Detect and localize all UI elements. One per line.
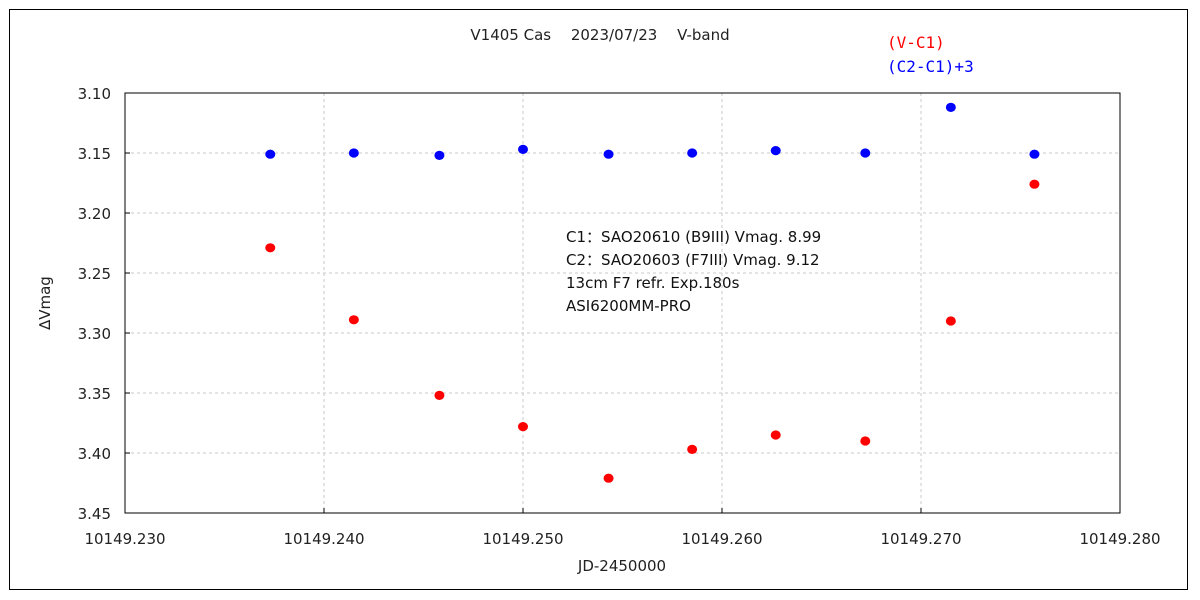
point-c2-c1 xyxy=(770,146,781,156)
y-tick-label: 3.30 xyxy=(78,325,111,343)
annotation-line-1: C1：SAO20610 (B9III) Vmag. 8.99 xyxy=(566,228,821,246)
y-tick-label: 3.45 xyxy=(78,505,111,523)
point-v-c1 xyxy=(860,436,871,446)
point-c2-c1 xyxy=(434,150,445,160)
grid xyxy=(125,93,1120,513)
point-v-c1 xyxy=(518,422,528,432)
y-tick-label: 3.35 xyxy=(78,385,111,403)
point-c2-c1 xyxy=(1029,149,1040,159)
point-c2-c1 xyxy=(518,144,528,154)
point-v-c1 xyxy=(603,473,614,483)
point-v-c1 xyxy=(945,316,956,326)
y-tick-label: 3.20 xyxy=(78,205,111,223)
point-v-c1 xyxy=(1029,179,1040,189)
point-v-c1 xyxy=(265,243,276,253)
plot-area-border xyxy=(124,92,1121,514)
point-v-c1 xyxy=(348,315,359,325)
legend-entry-v-c1: (V-C1) xyxy=(887,33,945,52)
data-points xyxy=(265,102,1040,483)
point-c2-c1 xyxy=(348,148,359,158)
point-c2-c1 xyxy=(265,149,276,159)
legend-entry-c2-c1: (C2-C1)+3 xyxy=(887,57,974,76)
y-axis-ticks: 3.10 3.15 3.20 3.25 3.30 3.35 3.40 3.45 xyxy=(78,85,130,523)
x-tick-label: 10149.240 xyxy=(283,530,364,548)
x-tick-label: 10149.270 xyxy=(880,530,961,548)
x-tick-label: 10149.260 xyxy=(681,530,762,548)
x-tick-label: 10149.280 xyxy=(1079,530,1160,548)
chart-title: V1405 Cas 2023/07/23 V-band xyxy=(470,26,729,44)
point-c2-c1 xyxy=(860,148,871,158)
point-c2-c1 xyxy=(687,148,698,158)
point-v-c1 xyxy=(434,390,445,400)
annotation-line-4: ASI6200MM-PRO xyxy=(566,297,691,315)
x-axis-ticks: 10149.230 10149.240 10149.250 10149.260 1014… xyxy=(84,508,1161,548)
annotation-line-2: C2：SAO20603 (F7III) Vmag. 9.12 xyxy=(566,251,820,269)
y-tick-label: 3.10 xyxy=(78,85,111,103)
y-tick-label: 3.15 xyxy=(78,145,111,163)
y-axis-label: ∆Vmag xyxy=(36,276,54,331)
chart-frame xyxy=(9,9,1188,590)
y-tick-label: 3.25 xyxy=(78,265,111,283)
y-tick-label: 3.40 xyxy=(78,445,111,463)
x-axis-label: JD-2450000 xyxy=(577,557,666,575)
annotation-line-3: 13cm F7 refr. Exp.180s xyxy=(566,274,740,292)
point-c2-c1 xyxy=(945,102,956,112)
point-v-c1 xyxy=(770,430,781,440)
x-tick-label: 10149.230 xyxy=(84,530,165,548)
point-c2-c1 xyxy=(603,149,614,159)
point-v-c1 xyxy=(687,444,698,454)
x-tick-label: 10149.250 xyxy=(482,530,563,548)
